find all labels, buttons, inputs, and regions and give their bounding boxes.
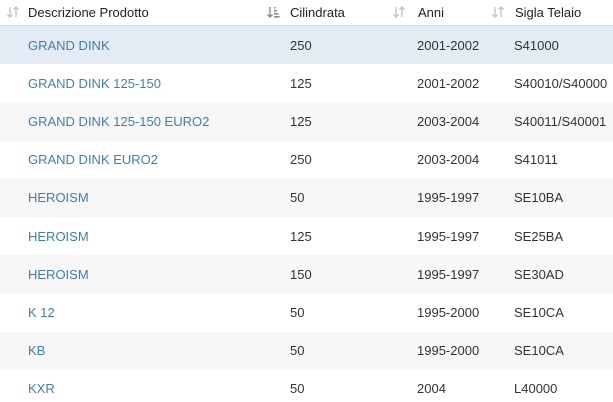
product-link[interactable]: K 12 [28,304,55,320]
cell-sigla-telaio: SE30AD [514,266,564,282]
column-header-cilindrata[interactable]: Cilindrata [262,0,366,25]
table-row[interactable]: K 12 50 1995-2000 SE10CA [0,293,613,332]
cell-sigla-telaio: S40011/S40001 [514,113,607,129]
cell-sigla-telaio: SE10CA [514,304,564,320]
column-header-anni[interactable]: Anni [366,0,486,25]
cell-anni: 1995-1997 [417,266,480,282]
table-row[interactable]: KB 50 1995-2000 SE10CA [0,331,613,370]
sort-icon[interactable] [6,5,20,19]
column-header-descrizione[interactable]: Descrizione Prodotto [0,0,262,25]
sort-icon[interactable] [491,5,505,19]
cell-anni: 1995-2000 [417,304,480,320]
cell-sigla-telaio: L40000 [514,381,558,397]
cell-cilindrata: 50 [290,381,305,397]
product-link[interactable]: GRAND DINK EURO2 [28,152,159,168]
cell-anni: 2001-2002 [417,37,480,53]
table-row[interactable]: HEROISM 150 1995-1997 SE30AD [0,255,613,294]
product-link[interactable]: GRAND DINK 125-150 [28,75,161,91]
cell-sigla-telaio: SE10CA [514,343,564,359]
cell-anni: 2003-2004 [417,113,480,129]
sort-icon[interactable] [392,5,406,19]
column-label: Descrizione Prodotto [28,5,149,20]
cell-anni: 1995-1997 [417,190,480,206]
cell-cilindrata: 50 [290,190,305,206]
column-label: Sigla Telaio [515,5,582,20]
cell-sigla-telaio: S41011 [514,152,558,168]
cell-anni: 1995-2000 [417,343,480,359]
cell-sigla-telaio: SE10BA [514,190,564,206]
column-label: Cilindrata [290,5,345,20]
cell-anni: 2003-2004 [417,152,480,168]
cell-cilindrata: 125 [290,113,312,129]
sort-active-icon[interactable] [266,5,280,19]
table-header: Descrizione Prodotto Cilindrata Anni [0,0,613,26]
product-link[interactable]: HEROISM [28,228,89,244]
table-row[interactable]: GRAND DINK 125-150 125 2001-2002 S40010/… [0,64,613,103]
cell-sigla-telaio: S40010/S40000 [514,75,608,91]
cell-cilindrata: 50 [290,343,305,359]
cell-anni: 2004 [417,381,446,397]
table-row[interactable]: KXR 50 2004 L40000 [0,369,613,402]
cell-anni: 2001-2002 [417,75,480,91]
cell-cilindrata: 150 [290,266,312,282]
cell-cilindrata: 250 [290,37,312,53]
product-link[interactable]: HEROISM [28,190,89,206]
cell-anni: 1995-1997 [417,228,480,244]
product-link[interactable]: GRAND DINK 125-150 EURO2 [28,113,210,129]
table-row[interactable]: GRAND DINK EURO2 250 2003-2004 S41011 [0,140,613,179]
product-link[interactable]: HEROISM [28,266,89,282]
cell-cilindrata: 125 [290,228,312,244]
cell-cilindrata: 125 [290,75,312,91]
table-row[interactable]: HEROISM 50 1995-1997 SE10BA [0,178,613,217]
cell-sigla-telaio: S41000 [514,37,559,53]
table-row[interactable]: GRAND DINK 125-150 EURO2 125 2003-2004 S… [0,102,613,141]
cell-cilindrata: 250 [290,152,312,168]
product-link[interactable]: KB [28,343,46,359]
product-link[interactable]: KXR [28,381,55,397]
table-row[interactable]: GRAND DINK 250 2001-2002 S41000 [0,26,613,65]
table-row[interactable]: HEROISM 125 1995-1997 SE25BA [0,216,613,256]
column-header-sigla-telaio[interactable]: Sigla Telaio [486,0,613,25]
cell-sigla-telaio: SE25BA [514,228,564,244]
cell-cilindrata: 50 [290,304,305,320]
product-link[interactable]: GRAND DINK [28,37,110,53]
column-label: Anni [418,5,445,20]
